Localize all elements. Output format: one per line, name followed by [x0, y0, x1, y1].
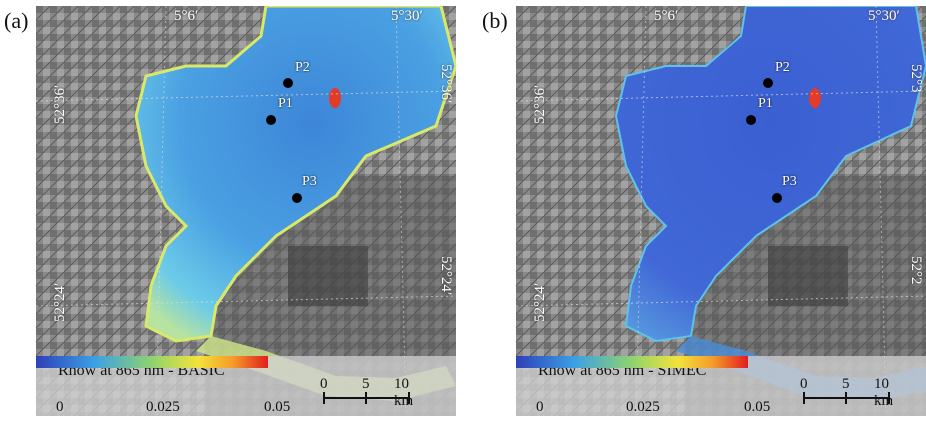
point-label-p1-a: P1 — [278, 96, 293, 111]
point-label-p3-b: P3 — [782, 174, 797, 189]
colorbar-tick-max-b: 0.05 — [744, 399, 771, 415]
colorbar-tick-min-a: 0 — [56, 399, 64, 415]
coord-top-right-a: 5°30′ — [391, 8, 423, 24]
point-label-p1-b: P1 — [758, 96, 773, 111]
panel-label-b: (b) — [482, 8, 508, 33]
scale-line-a — [323, 392, 410, 404]
colorbar-tick-min-b: 0 — [536, 399, 544, 415]
map-image-a — [36, 6, 456, 416]
legend-b: Rhow at 865 nm - SIMEC 0 0.025 0.05 0 5 … — [516, 356, 926, 416]
map-image-b — [516, 6, 926, 416]
coord-left-bottom-a: 52°24′ — [52, 282, 68, 322]
coord-right-top-b: 52°3 — [908, 64, 924, 93]
coord-top-left-a: 5°6′ — [174, 8, 199, 24]
scale-label-0-b: 0 — [800, 376, 808, 392]
coord-left-top-a: 52°36′ — [52, 84, 68, 124]
point-label-p2-a: P2 — [295, 60, 310, 75]
scale-bar-a: 0 5 10 km — [316, 376, 426, 409]
point-marker-p1-b — [746, 115, 756, 125]
coord-left-bottom-b: 52°24′ — [532, 282, 548, 322]
scale-label-5-b: 5 — [842, 376, 850, 392]
legend-a: Rhow at 865 nm - BASIC 0 0.025 0.05 0 5 … — [36, 356, 456, 416]
satellite-map-b: 5°6′ 5°30′ 52°36′ 52°24′ 52°3 52°2 P2 P1… — [516, 6, 926, 416]
point-label-p2-b: P2 — [775, 60, 790, 75]
coord-right-bottom-a: 52°24′ — [438, 256, 454, 296]
coord-right-bottom-b: 52°2 — [908, 256, 924, 285]
scale-label-0-a: 0 — [320, 376, 328, 392]
colorbar-tick-mid-b: 0.025 — [626, 399, 660, 415]
coord-top-left-b: 5°6′ — [654, 8, 679, 24]
scale-line-b — [803, 392, 890, 404]
point-label-p3-a: P3 — [302, 174, 317, 189]
colorbar-tick-mid-a: 0.025 — [146, 399, 180, 415]
scale-bar-b: 0 5 10 km — [796, 376, 906, 409]
point-marker-p3-b — [772, 193, 782, 203]
point-marker-p2-b — [763, 78, 773, 88]
satellite-map-a: 5°6′ 5°30′ 52°36′ 52°24′ 52°36′ 52°24′ P… — [36, 6, 456, 416]
coord-right-top-a: 52°36′ — [438, 64, 454, 104]
coord-top-right-b: 5°30′ — [868, 8, 900, 24]
scale-label-5-a: 5 — [362, 376, 370, 392]
point-marker-p2-a — [283, 78, 293, 88]
colorbar-a — [36, 356, 268, 368]
panel-label-a: (a) — [4, 8, 29, 33]
colorbar-tick-max-a: 0.05 — [264, 399, 291, 415]
coord-left-top-b: 52°36′ — [532, 84, 548, 124]
colorbar-b — [516, 356, 748, 368]
point-marker-p3-a — [292, 193, 302, 203]
point-marker-p1-a — [266, 115, 276, 125]
